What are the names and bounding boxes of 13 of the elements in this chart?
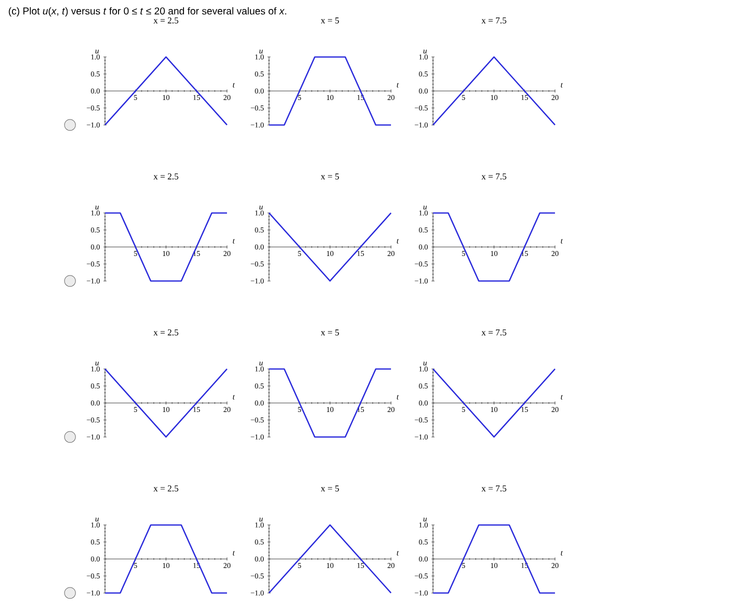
chart-title: x = 7.5 [481, 17, 506, 24]
chart-title: x = 5 [320, 174, 339, 180]
chart-title: x = 5 [320, 330, 339, 336]
chart-title: x = 5 [320, 18, 339, 24]
chart-title: x = 7.5 [481, 329, 506, 336]
chart-title: x = 7.5 [481, 173, 506, 180]
chart-title: x = 2.5 [153, 17, 178, 24]
chart-title: x = 2.5 [153, 329, 178, 336]
text: (c) Plot u(x, t) versus t for 0 ≤ t ≤ 20 and for several values of x. [8, 7, 286, 16]
chart-title: x = 5 [320, 486, 339, 492]
chart-title: x = 7.5 [481, 485, 506, 492]
chart-title: x = 2.5 [153, 485, 178, 492]
chart-title: x = 2.5 [153, 173, 178, 180]
